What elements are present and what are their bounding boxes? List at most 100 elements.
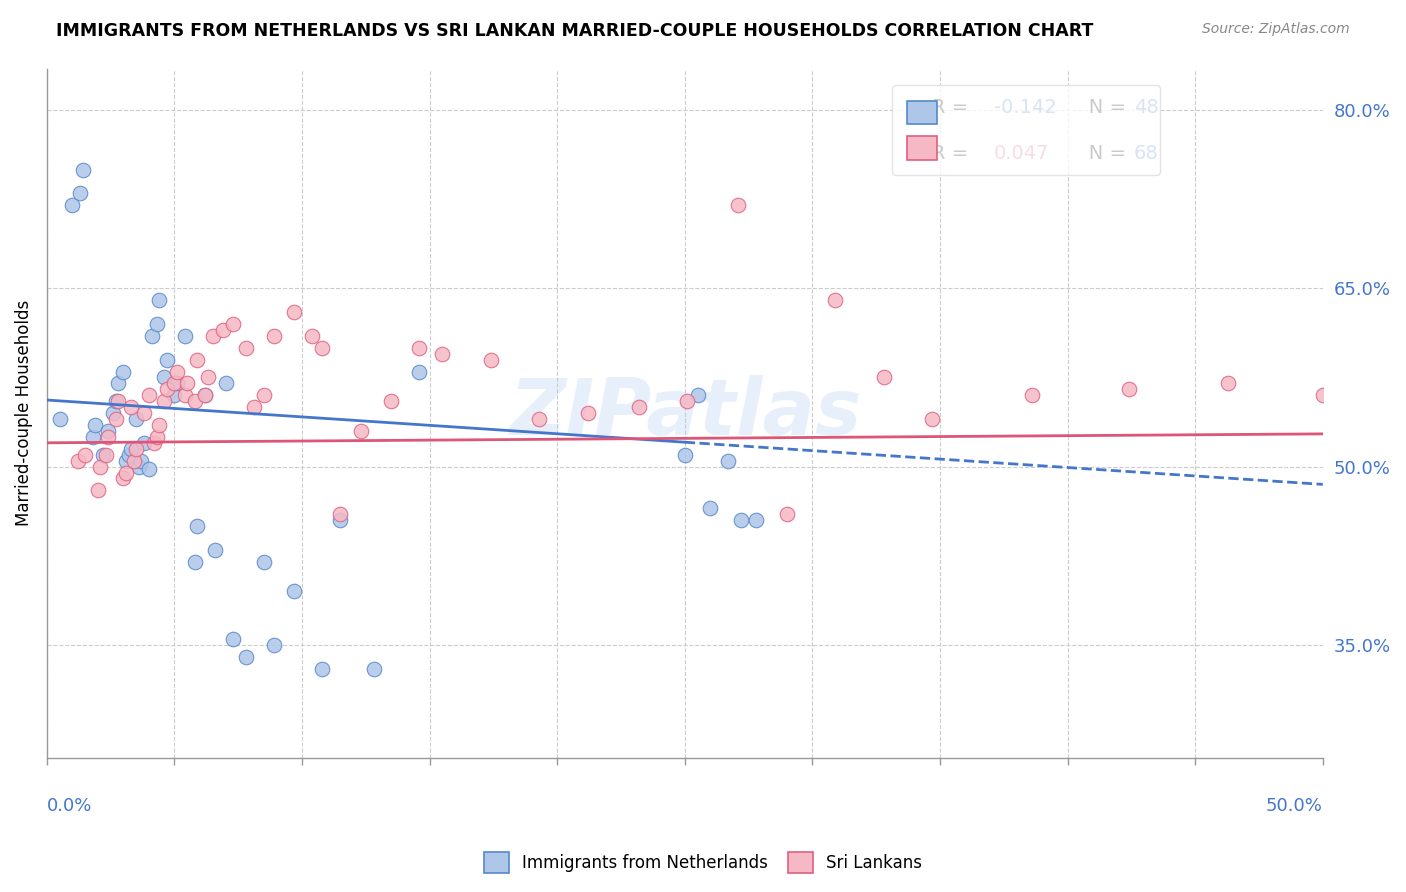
- Point: [115, 453, 138, 467]
- Point: [122, 453, 145, 467]
- Point: [186, 519, 208, 533]
- Text: -0.142: -0.142: [994, 98, 1056, 117]
- Point: [112, 364, 135, 378]
- Point: [163, 376, 186, 391]
- Point: [214, 376, 236, 391]
- Point: [166, 376, 188, 391]
- Point: [212, 323, 235, 337]
- Point: [104, 394, 127, 409]
- Legend: R = -0.142   N = 48, R = 0.047   N = 68: R = -0.142 N = 48, R = 0.047 N = 68: [891, 85, 1160, 176]
- Point: [97, 430, 120, 444]
- Point: [627, 400, 650, 414]
- Point: [1021, 388, 1043, 402]
- Point: [311, 341, 333, 355]
- Point: [408, 341, 430, 355]
- Point: [194, 388, 217, 402]
- Point: [120, 442, 142, 456]
- Point: [1218, 376, 1240, 391]
- Point: [408, 364, 430, 378]
- Point: [138, 462, 160, 476]
- Point: [745, 513, 768, 527]
- Point: [131, 453, 153, 467]
- Point: [89, 459, 111, 474]
- Text: Source: ZipAtlas.com: Source: ZipAtlas.com: [1202, 22, 1350, 37]
- Point: [576, 406, 599, 420]
- Point: [153, 394, 176, 409]
- Point: [132, 406, 155, 420]
- Point: [235, 649, 257, 664]
- Point: [363, 662, 385, 676]
- Point: [48, 412, 70, 426]
- Point: [201, 329, 224, 343]
- Point: [186, 352, 208, 367]
- Point: [117, 448, 139, 462]
- Point: [125, 412, 148, 426]
- Point: [84, 417, 107, 432]
- Point: [380, 394, 402, 409]
- Point: [311, 662, 333, 676]
- Text: 48: 48: [1133, 98, 1159, 117]
- Point: [107, 394, 129, 409]
- Point: [94, 448, 117, 462]
- Point: [104, 412, 127, 426]
- Point: [253, 388, 276, 402]
- Point: [173, 388, 195, 402]
- Legend: Immigrants from Netherlands, Sri Lankans: Immigrants from Netherlands, Sri Lankans: [477, 846, 929, 880]
- Point: [432, 347, 454, 361]
- Point: [125, 442, 148, 456]
- Point: [329, 507, 352, 521]
- Point: [176, 376, 198, 391]
- Text: 0.047: 0.047: [994, 144, 1049, 162]
- Point: [235, 341, 257, 355]
- Text: ZIPatlas: ZIPatlas: [509, 376, 860, 451]
- Text: R =: R =: [932, 144, 974, 162]
- Point: [60, 198, 83, 212]
- Point: [676, 394, 699, 409]
- Point: [128, 459, 150, 474]
- Point: [479, 352, 502, 367]
- Point: [824, 293, 846, 308]
- Point: [921, 412, 943, 426]
- Point: [103, 406, 125, 420]
- Point: [145, 430, 167, 444]
- Point: [283, 584, 305, 599]
- Point: [148, 417, 170, 432]
- Point: [112, 471, 135, 485]
- Point: [138, 388, 160, 402]
- Point: [156, 382, 179, 396]
- Point: [143, 435, 166, 450]
- Point: [87, 483, 110, 498]
- Point: [699, 501, 721, 516]
- Text: N =: N =: [1070, 98, 1132, 117]
- Point: [184, 394, 207, 409]
- Point: [283, 305, 305, 319]
- Point: [194, 388, 217, 402]
- Point: [156, 352, 179, 367]
- Text: IMMIGRANTS FROM NETHERLANDS VS SRI LANKAN MARRIED-COUPLE HOUSEHOLDS CORRELATION : IMMIGRANTS FROM NETHERLANDS VS SRI LANKA…: [56, 22, 1094, 40]
- Point: [329, 513, 352, 527]
- Point: [120, 400, 142, 414]
- Point: [66, 453, 89, 467]
- Point: [107, 376, 129, 391]
- Point: [222, 632, 245, 646]
- Point: [75, 448, 97, 462]
- Point: [166, 364, 188, 378]
- Point: [242, 400, 264, 414]
- Point: [204, 542, 226, 557]
- Point: [82, 430, 104, 444]
- Point: [115, 466, 138, 480]
- Point: [184, 555, 207, 569]
- Point: [91, 448, 114, 462]
- Point: [97, 424, 120, 438]
- Point: [263, 329, 285, 343]
- Point: [686, 388, 709, 402]
- Point: [717, 453, 740, 467]
- Point: [173, 329, 195, 343]
- Text: 0.0%: 0.0%: [46, 797, 93, 814]
- Point: [145, 317, 167, 331]
- Point: [153, 370, 176, 384]
- Point: [222, 317, 245, 331]
- Point: [163, 388, 186, 402]
- Point: [132, 435, 155, 450]
- Point: [529, 412, 551, 426]
